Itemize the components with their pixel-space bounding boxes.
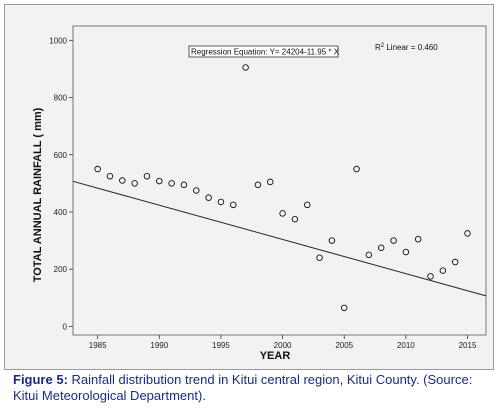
r2-label-rest: Linear = 0.460 — [384, 43, 438, 52]
caption-text: Rainfall distribution trend in Kitui cen… — [13, 372, 473, 403]
y-tick-label: 1000 — [49, 36, 67, 45]
data-point — [414, 235, 422, 243]
data-point — [316, 254, 323, 261]
y-axis-title: TOTAL ANNUAL RAINFALL ( mm) — [32, 107, 44, 282]
x-tick-label: 1995 — [212, 341, 230, 350]
caption-lead: Figure 5: — [13, 372, 68, 387]
data-point — [131, 180, 138, 187]
data-point — [168, 180, 175, 187]
data-point — [451, 258, 459, 266]
r2-label-base: R — [375, 43, 381, 52]
y-tick-label: 800 — [54, 94, 68, 103]
data-point — [143, 172, 151, 180]
chart-frame: 0 200 400 600 800 1000 1985 1990 1995 2000 2005 201… — [4, 4, 494, 370]
regression-label: Regression Equation: Y= 24204-11.95 * X — [191, 48, 340, 57]
figure-caption: Figure 5: Rainfall distribution trend in… — [13, 372, 491, 404]
data-point — [156, 177, 163, 185]
data-point — [106, 172, 114, 180]
x-axis-title: YEAR — [260, 350, 291, 362]
x-tick-label: 2010 — [397, 341, 415, 350]
data-point — [340, 304, 348, 312]
y-tick-label: 0 — [63, 322, 68, 331]
x-tick-label: 1985 — [89, 341, 107, 350]
plot-area — [72, 25, 487, 336]
data-point — [217, 198, 225, 206]
data-point — [279, 210, 286, 217]
x-tick-label: 1990 — [150, 341, 168, 350]
data-point — [180, 181, 188, 189]
data-point — [390, 237, 397, 244]
data-point — [205, 194, 212, 201]
regression-label-box — [188, 45, 339, 58]
y-tick-label: 400 — [54, 208, 68, 217]
r2-label-sup: 2 — [381, 43, 385, 49]
data-point — [328, 237, 336, 244]
data-point — [254, 181, 262, 189]
r2-label: R2 Linear = 0.460 — [375, 43, 438, 52]
data-point — [230, 201, 237, 209]
data-point — [303, 201, 311, 209]
data-point — [94, 165, 101, 173]
data-point — [427, 273, 434, 280]
scatter-chart: 0 200 400 600 800 1000 1985 1990 1995 2000 2005 201… — [32, 25, 487, 362]
y-tick-label: 600 — [54, 151, 68, 160]
data-point — [439, 267, 447, 274]
data-point — [353, 165, 360, 173]
data-point — [464, 230, 471, 237]
data-point — [193, 187, 200, 194]
trend-line — [72, 180, 487, 297]
data-point — [291, 215, 299, 223]
data-point — [267, 178, 274, 186]
y-tick-label: 200 — [54, 265, 68, 274]
data-point — [402, 248, 410, 256]
data-point — [119, 177, 126, 184]
data-point — [365, 251, 373, 259]
data-point — [242, 64, 249, 71]
x-tick-label: 2015 — [459, 341, 477, 350]
data-point — [377, 244, 385, 251]
x-tick-label: 2000 — [274, 341, 292, 350]
x-tick-label: 2005 — [335, 341, 353, 350]
